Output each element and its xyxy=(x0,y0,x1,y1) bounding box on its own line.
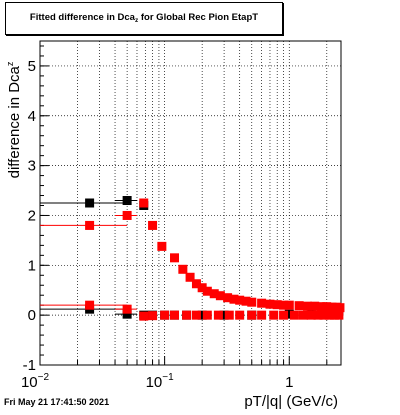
data-marks xyxy=(40,196,345,321)
data-point xyxy=(289,310,299,320)
data-point xyxy=(191,279,201,289)
data-point xyxy=(329,310,339,320)
data-point xyxy=(139,198,149,208)
data-point xyxy=(265,299,275,309)
data-point xyxy=(202,310,212,320)
x-tick-label: 10−1 xyxy=(146,372,175,391)
y-tick-label: 0 xyxy=(28,307,36,324)
chart-title-subscript: z xyxy=(134,17,139,24)
data-point xyxy=(148,311,158,321)
data-point xyxy=(139,311,149,321)
data-point xyxy=(284,309,294,319)
data-point xyxy=(224,310,234,320)
data-point xyxy=(197,310,207,320)
x-axis-label: pT/|q| (GeV/c) xyxy=(244,393,338,410)
data-point xyxy=(215,291,225,301)
timestamp-footer: Fri May 21 17:41:50 2021 xyxy=(4,397,110,407)
data-point xyxy=(322,302,332,312)
data-point xyxy=(209,289,219,299)
data-point xyxy=(335,303,345,313)
data-point xyxy=(213,310,223,320)
data-point xyxy=(191,310,201,320)
data-point xyxy=(219,310,229,320)
data-point xyxy=(279,300,289,310)
y-tick-label: 2 xyxy=(28,207,36,224)
data-point xyxy=(148,220,158,230)
data-point xyxy=(223,293,233,303)
x-tick-exponent: −2 xyxy=(38,372,50,383)
y-tick-labels: -1 0 1 2 3 4 5 xyxy=(23,58,36,374)
data-point xyxy=(257,298,267,308)
data-point xyxy=(294,301,304,311)
data-point xyxy=(197,283,207,293)
data-point xyxy=(241,296,251,306)
x-tick-labels: 10−2 10−1 1 xyxy=(21,372,293,391)
data-point xyxy=(122,196,132,206)
data-point xyxy=(235,295,245,305)
data-point xyxy=(160,310,170,320)
chart-title: Fitted difference in Dcaz for Global Rec… xyxy=(6,12,282,24)
data-point xyxy=(247,297,257,307)
y-tick-label: 4 xyxy=(28,108,36,125)
data-point xyxy=(302,301,312,311)
data-point xyxy=(229,294,239,304)
data-point xyxy=(157,241,167,251)
y-axis-label: difference in Dcaz xyxy=(5,61,23,178)
data-point xyxy=(272,300,282,310)
data-point xyxy=(85,220,95,230)
data-point xyxy=(316,302,326,312)
data-point xyxy=(122,210,132,220)
data-point xyxy=(85,300,95,310)
axis-ticks xyxy=(39,45,328,366)
data-point xyxy=(178,264,188,274)
y-tick-label: -1 xyxy=(23,357,36,374)
data-point xyxy=(269,310,279,320)
chart-title-box: Fitted difference in Dcaz for Global Rec… xyxy=(5,2,283,35)
data-point xyxy=(170,310,180,320)
data-point xyxy=(182,310,192,320)
x-tick-exponent: −1 xyxy=(162,372,174,383)
data-point xyxy=(334,310,344,320)
data-point xyxy=(257,310,267,320)
data-point xyxy=(122,304,132,314)
data-point xyxy=(324,310,334,320)
data-point xyxy=(279,310,289,320)
data-point xyxy=(247,310,257,320)
data-point xyxy=(310,301,320,311)
data-point xyxy=(284,300,294,310)
x-tick-label: 10−2 xyxy=(21,372,50,391)
y-tick-label: 5 xyxy=(28,58,36,75)
data-point xyxy=(327,302,337,312)
data-point xyxy=(306,310,316,320)
chart-title-main: Fitted difference in Dca xyxy=(29,12,135,23)
data-point xyxy=(85,198,95,208)
data-point xyxy=(202,286,212,296)
x-tick-label: 1 xyxy=(285,374,293,391)
data-point xyxy=(235,310,245,320)
y-tick-label: 3 xyxy=(28,158,36,175)
data-point xyxy=(170,253,180,263)
data-point xyxy=(185,272,195,282)
data-point xyxy=(122,309,132,319)
y-tick-label: 1 xyxy=(28,257,36,274)
data-point xyxy=(313,310,323,320)
data-point xyxy=(298,310,308,320)
chart-title-suffix: for Global Rec Pion EtapT xyxy=(138,12,259,23)
data-point xyxy=(319,310,329,320)
